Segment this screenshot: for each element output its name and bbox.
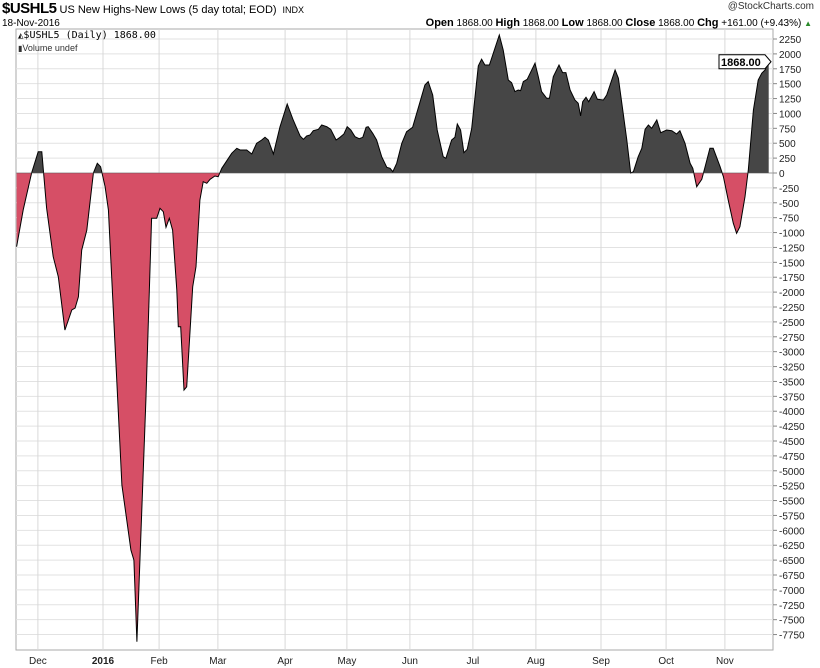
y-tick-label: -4000: [779, 407, 805, 418]
series-legend: ◭$USHL5 (Daily) 1868.00: [18, 30, 156, 42]
high-label: High: [495, 17, 520, 29]
last-value-label: 1868.00: [721, 57, 761, 69]
y-tick-label: -7500: [779, 616, 805, 627]
y-tick-label: -3750: [779, 392, 805, 403]
y-tick-label: -5000: [779, 467, 805, 478]
ohlc-bar: Open 1868.00 High 1868.00 Low 1868.00 Cl…: [426, 17, 812, 30]
y-tick-label: -2750: [779, 333, 805, 344]
y-tick-label: -6250: [779, 541, 805, 552]
x-tick-label: Dec: [29, 656, 47, 667]
y-tick-label: 0: [779, 169, 785, 180]
volume-legend: ▮Volume undef: [18, 43, 77, 54]
low-value: 1868.00: [586, 18, 623, 29]
area-chart-icon: ◭: [18, 31, 24, 41]
x-tick-label: Apr: [277, 656, 293, 667]
x-tick-label: Sep: [592, 656, 610, 667]
y-tick-label: 2000: [779, 50, 802, 61]
volume-legend-text: Volume undef: [22, 43, 78, 53]
last-value-badge: [718, 54, 772, 70]
close-label: Close: [625, 17, 656, 29]
y-tick-label: 500: [779, 139, 796, 150]
low-label: Low: [561, 17, 584, 29]
y-tick-label: -4250: [779, 422, 805, 433]
chg-value: +161.00 (+9.43%): [721, 18, 802, 29]
y-tick-label: 1250: [779, 95, 802, 106]
y-tick-label: -3500: [779, 377, 805, 388]
open-label: Open: [425, 17, 454, 29]
date-label: 18-Nov-2016: [2, 18, 60, 29]
y-tick-label: -5500: [779, 497, 805, 508]
y-tick-label: -4750: [779, 452, 805, 463]
x-tick-label: Aug: [527, 656, 545, 667]
x-tick-label: Nov: [716, 656, 734, 667]
y-tick-label: -6500: [779, 556, 805, 567]
x-tick-label: Jul: [467, 656, 480, 667]
x-tick-label: Feb: [150, 656, 168, 667]
y-tick-label: 750: [779, 124, 796, 135]
y-tick-label: 1500: [779, 80, 802, 91]
y-tick-label: 1750: [779, 65, 802, 76]
symbol: $USHL5: [2, 0, 57, 17]
exchange-label: INDX: [282, 5, 305, 15]
y-tick-label: -1250: [779, 243, 805, 254]
y-tick-label: -2000: [779, 288, 805, 299]
y-tick-label: -2500: [779, 318, 805, 329]
y-tick-label: 250: [779, 154, 796, 165]
y-tick-label: -5750: [779, 511, 805, 522]
x-tick-label: 2016: [92, 656, 115, 667]
y-tick-label: 1000: [779, 109, 802, 120]
x-tick-label: May: [337, 656, 356, 667]
y-tick-label: -3250: [779, 363, 805, 374]
y-tick-label: -1000: [779, 229, 805, 240]
y-tick-label: -1500: [779, 258, 805, 269]
positive-area: [16, 35, 769, 173]
y-tick-label: -7250: [779, 601, 805, 612]
y-tick-label: -2250: [779, 303, 805, 314]
copyright[interactable]: @StockCharts.com: [727, 1, 814, 12]
title-line: $USHL5 US New Highs-New Lows (5 day total…: [2, 0, 304, 17]
y-tick-label: -1750: [779, 273, 805, 284]
y-tick-label: -3000: [779, 348, 805, 359]
series-line: [16, 33, 770, 642]
y-tick-label: -750: [779, 214, 799, 225]
high-value: 1868.00: [522, 18, 559, 29]
triangle-up-icon: ▲: [804, 19, 812, 28]
y-tick-label: 2250: [779, 35, 802, 46]
chart-title: US New Highs-New Lows (5 day total; EOD): [59, 4, 277, 16]
close-value: 1868.00: [658, 18, 695, 29]
chg-label: Chg: [697, 17, 719, 29]
y-tick-label: -7750: [779, 631, 805, 642]
y-tick-label: -7000: [779, 586, 805, 597]
y-tick-label: -6750: [779, 571, 805, 582]
y-tick-label: -500: [779, 199, 799, 210]
x-tick-label: Mar: [209, 656, 227, 667]
open-value: 1868.00: [456, 18, 493, 29]
y-tick-label: -5250: [779, 482, 805, 493]
y-tick-label: -6000: [779, 526, 805, 537]
bar-chart-icon: ▮: [18, 44, 23, 53]
x-tick-label: Jun: [402, 656, 418, 667]
y-tick-label: -4500: [779, 437, 805, 448]
series-legend-text: $USHL5 (Daily) 1868.00: [23, 30, 156, 41]
x-tick-label: Oct: [658, 656, 674, 667]
y-tick-label: -250: [779, 184, 799, 195]
